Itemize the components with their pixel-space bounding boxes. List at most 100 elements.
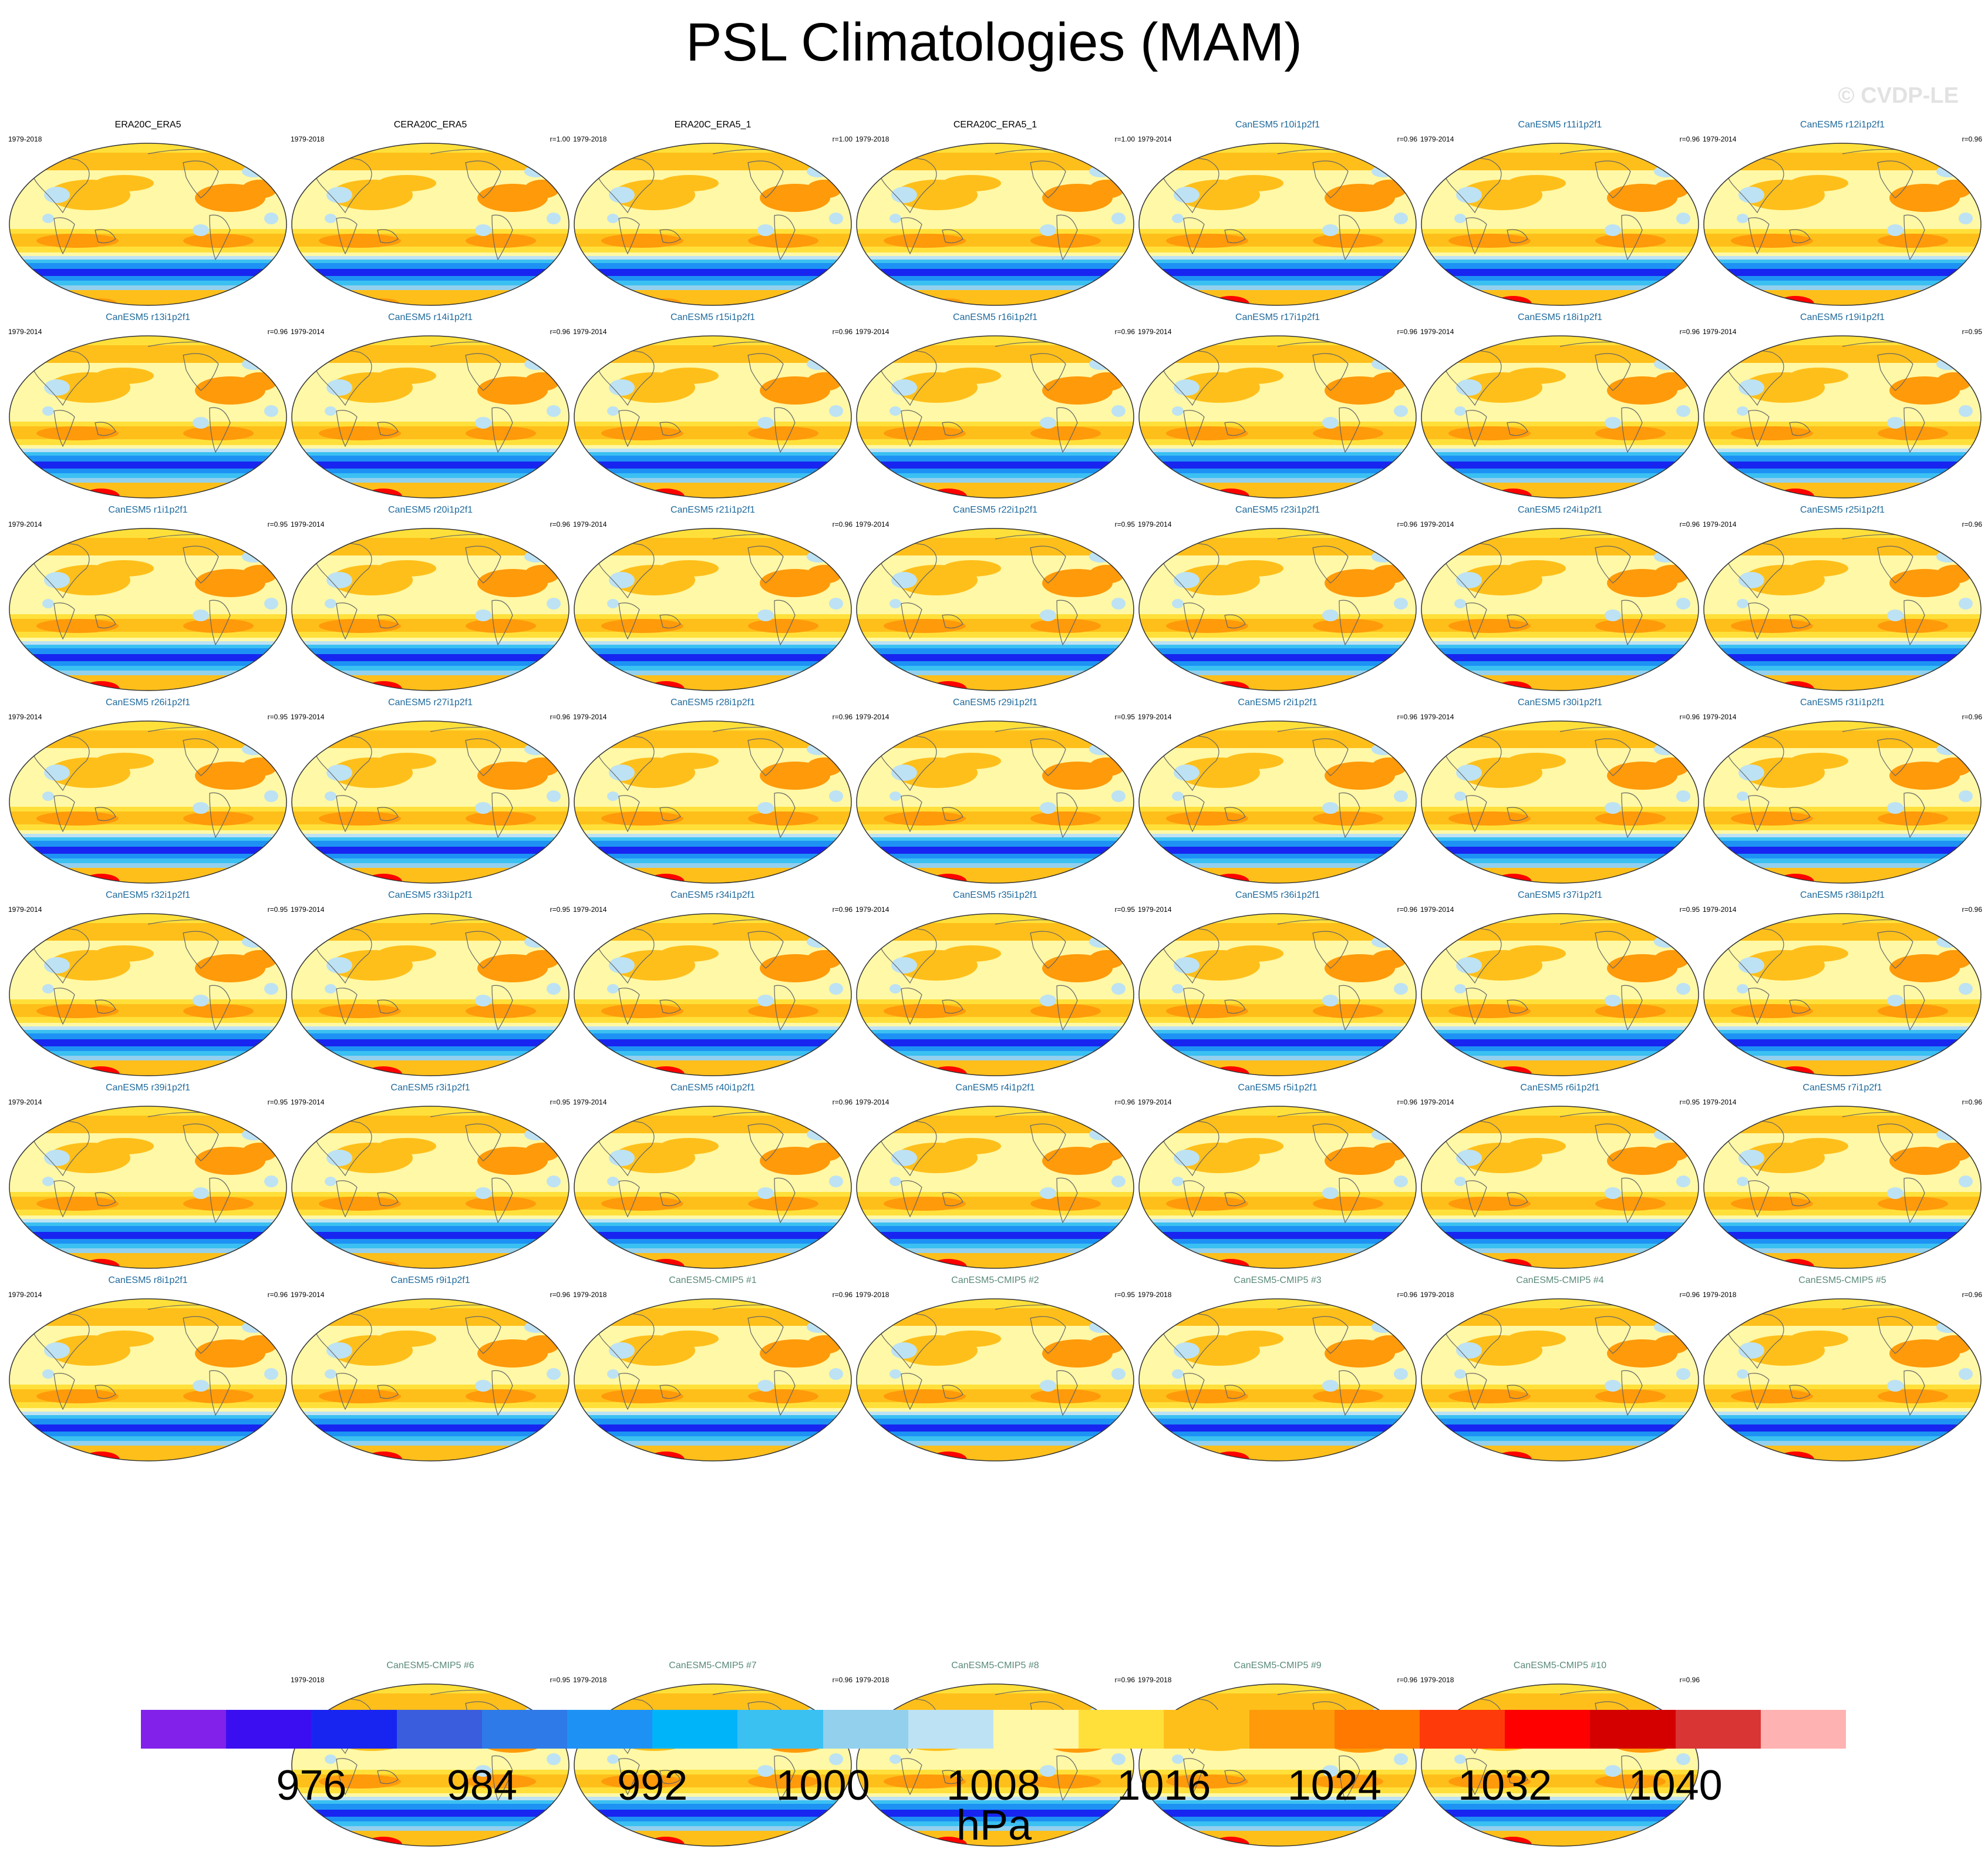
map-border xyxy=(574,528,852,691)
map-panel: CanESM5 r10i1p2f1 1979-2014 r=0.96 xyxy=(1137,120,1418,308)
panel-correlation: r=0.96 xyxy=(1679,135,1700,143)
pressure-band xyxy=(292,1030,569,1033)
low-pressure-region xyxy=(1887,995,1903,1006)
low-pressure-region xyxy=(1737,599,1748,608)
high-pressure-region xyxy=(1790,1331,1848,1347)
coastline xyxy=(95,807,116,821)
pressure-band xyxy=(1704,834,1981,837)
pressure-band xyxy=(1139,1056,1416,1060)
pressure-band xyxy=(9,863,287,868)
pressure-band xyxy=(292,452,569,456)
pressure-band xyxy=(292,260,569,263)
pressure-band xyxy=(1704,1192,1981,1197)
high-pressure-region xyxy=(1654,757,1689,776)
coastline xyxy=(1465,988,1487,1025)
pressure-band xyxy=(1421,1800,1699,1804)
coastline xyxy=(942,999,963,1014)
low-pressure-region xyxy=(1394,1368,1408,1380)
pressure-band xyxy=(574,1232,851,1239)
pressure-band xyxy=(292,1192,569,1197)
pressure-band xyxy=(857,1060,1134,1076)
pressure-band xyxy=(9,1412,287,1415)
coastline xyxy=(774,1177,796,1224)
panel-title: CanESM5 r40i1p2f1 xyxy=(670,1083,756,1093)
pressure-band xyxy=(1421,1402,1699,1408)
pressure-band xyxy=(292,858,569,863)
high-pressure-region xyxy=(1731,1389,1813,1403)
coastline xyxy=(1789,422,1811,436)
low-pressure-region xyxy=(1676,790,1690,802)
high-pressure-region xyxy=(524,372,560,391)
colorbar-swatch xyxy=(396,1710,483,1749)
high-pressure-region xyxy=(748,1004,818,1018)
high-pressure-region xyxy=(1936,1335,1972,1354)
panel-title: CanESM5 r22i1p2f1 xyxy=(952,505,1038,515)
map-border xyxy=(1138,1683,1417,1847)
pressure-band xyxy=(857,1046,1134,1051)
high-pressure-region xyxy=(1790,945,1848,962)
low-pressure-region xyxy=(1676,1368,1690,1380)
coastline xyxy=(901,795,922,833)
map-border xyxy=(1138,528,1417,691)
high-pressure-region xyxy=(524,565,560,584)
high-pressure-region xyxy=(1595,234,1666,248)
pressure-band xyxy=(1421,269,1699,276)
panel-correlation: r=0.96 xyxy=(1114,328,1135,336)
low-pressure-region xyxy=(889,792,901,801)
pressure-band xyxy=(857,671,1134,675)
low-pressure-region xyxy=(891,379,917,396)
low-pressure-region xyxy=(1040,995,1056,1006)
pressure-band xyxy=(1704,1424,1981,1432)
coastline xyxy=(1465,217,1487,255)
high-pressure-region xyxy=(1089,757,1124,776)
pressure-band xyxy=(1421,638,1699,641)
coastline xyxy=(377,1192,399,1207)
panel-correlation: r=0.96 xyxy=(550,328,570,336)
pressure-band xyxy=(292,469,569,473)
colorbar-tick-label: 976 xyxy=(276,1762,347,1809)
pressure-band xyxy=(292,422,569,426)
coastline xyxy=(1339,600,1360,646)
psl-map xyxy=(291,528,570,691)
high-pressure-region xyxy=(36,619,119,633)
pressure-band xyxy=(1704,654,1981,661)
low-pressure-region xyxy=(264,405,278,417)
psl-map xyxy=(856,720,1134,884)
map-panel: CanESM5 r21i1p2f1 1979-2014 r=0.96 xyxy=(572,505,854,693)
pressure-band xyxy=(1421,1446,1699,1461)
high-pressure-region xyxy=(36,426,119,440)
map-border xyxy=(1138,1106,1417,1269)
high-pressure-region xyxy=(601,1004,683,1018)
pressure-band xyxy=(1421,439,1699,445)
pressure-band xyxy=(574,456,851,462)
high-pressure-region xyxy=(1372,565,1407,584)
pressure-band xyxy=(1704,252,1981,256)
high-pressure-region xyxy=(36,234,119,248)
coastline xyxy=(747,353,784,391)
low-pressure-region xyxy=(475,417,491,429)
coastline xyxy=(377,614,399,629)
pressure-band xyxy=(574,469,851,473)
pressure-band xyxy=(292,847,569,854)
pressure-band xyxy=(857,1770,1134,1774)
high-pressure-region xyxy=(1507,175,1566,191)
low-pressure-region xyxy=(475,1187,491,1199)
coastline xyxy=(901,988,922,1025)
coastline xyxy=(774,1370,796,1416)
coastline xyxy=(1030,1123,1066,1161)
low-pressure-region xyxy=(1394,983,1408,995)
pressure-band xyxy=(857,456,1134,462)
pressure-band xyxy=(1139,1051,1416,1056)
pressure-band xyxy=(292,1408,569,1412)
coastline xyxy=(1621,600,1643,646)
panel-correlation: r=0.96 xyxy=(267,328,288,336)
pressure-band xyxy=(292,654,569,661)
pressure-band xyxy=(857,1239,1134,1244)
pressure-band xyxy=(292,1821,569,1826)
pressure-band xyxy=(1421,1385,1699,1389)
low-pressure-region xyxy=(757,1187,774,1199)
pressure-band xyxy=(9,841,287,847)
pressure-band xyxy=(1139,1215,1416,1219)
coastline xyxy=(336,988,358,1025)
pressure-band xyxy=(857,824,1134,830)
